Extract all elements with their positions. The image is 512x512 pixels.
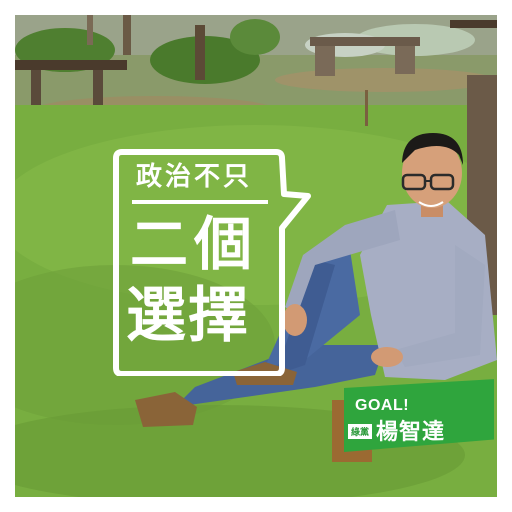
slogan-line-1: 政治不只 — [136, 162, 253, 192]
party-tag: 綠黨 — [348, 424, 373, 439]
speech-bubble-frame — [113, 149, 311, 376]
candidate-name: 楊智達 — [376, 420, 446, 445]
slogan-line-3: 選擇 — [126, 281, 250, 351]
slogan-line-2: 二個 — [130, 210, 259, 278]
slogan: 政治不只 二個 選擇 — [112, 146, 312, 376]
goal-label: GOAL! — [355, 397, 410, 414]
